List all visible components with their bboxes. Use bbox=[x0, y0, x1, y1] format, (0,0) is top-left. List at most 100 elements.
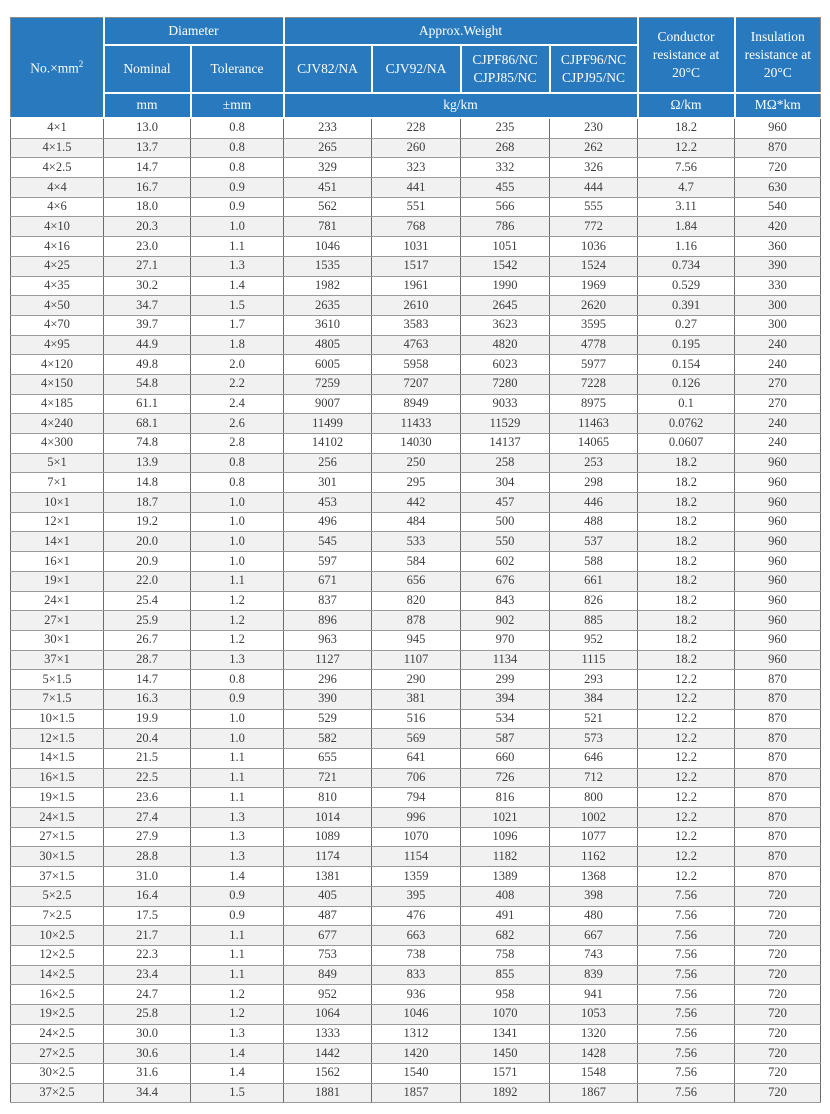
table-cell: 3.11 bbox=[637, 196, 736, 218]
table-cell: 30.6 bbox=[103, 1043, 191, 1064]
table-cell: 516 bbox=[371, 708, 462, 730]
table-cell: 839 bbox=[549, 964, 639, 986]
table-cell: 720 bbox=[734, 905, 822, 927]
table-cell: 4×25 bbox=[10, 255, 104, 277]
table-cell: 500 bbox=[460, 511, 551, 533]
table-cell: 656 bbox=[371, 570, 462, 592]
table-cell: 960 bbox=[734, 610, 822, 631]
header-cjpf96: CJPF96/NC CJPJ95/NC bbox=[548, 44, 639, 94]
cable-spec-table: No.×mm2 Diameter Approx.Weight Conductor… bbox=[10, 17, 822, 1104]
table-cell: 2.2 bbox=[189, 373, 285, 395]
table-cell: 6023 bbox=[460, 354, 551, 375]
table-cell: 1089 bbox=[283, 826, 373, 848]
table-cell: 384 bbox=[549, 688, 639, 710]
table-cell: 27.1 bbox=[103, 255, 191, 277]
table-cell: 1524 bbox=[549, 255, 639, 277]
table-cell: 1.7 bbox=[189, 314, 285, 336]
table-cell: 44.9 bbox=[103, 334, 191, 356]
table-cell: 533 bbox=[371, 531, 462, 553]
table-cell: 896 bbox=[283, 610, 373, 631]
table-row: 7×1 14.8 0.8 301 295 304 298 18.2 960 bbox=[10, 472, 822, 494]
table-cell: 1867 bbox=[549, 1082, 639, 1104]
table-row: 19×1.5 23.6 1.1 810 794 816 800 12.2 870 bbox=[10, 787, 822, 809]
table-cell: 960 bbox=[734, 629, 822, 651]
table-cell: 2.8 bbox=[189, 433, 285, 454]
table-cell: 960 bbox=[734, 590, 822, 612]
table-cell: 4×2.5 bbox=[10, 157, 104, 179]
table-cell: 960 bbox=[734, 551, 822, 572]
table-row: 14×2.5 23.4 1.1 849 833 855 839 7.56 720 bbox=[10, 964, 822, 986]
table-cell: 39.7 bbox=[103, 314, 191, 336]
table-cell: 1.4 bbox=[189, 275, 285, 297]
table-cell: 1450 bbox=[460, 1043, 551, 1064]
table-cell: 1.4 bbox=[189, 1043, 285, 1064]
table-row: 16×1.5 22.5 1.1 721 706 726 712 12.2 870 bbox=[10, 767, 822, 789]
table-cell: 0.391 bbox=[637, 295, 736, 316]
table-cell: 4×240 bbox=[10, 413, 104, 434]
table-row: 37×1.5 31.0 1.4 1381 1359 1389 1368 12.2 870 bbox=[10, 866, 822, 887]
table-cell: 781 bbox=[283, 216, 373, 238]
table-cell: 587 bbox=[460, 728, 551, 749]
table-cell: 1107 bbox=[371, 649, 462, 671]
table-cell: 290 bbox=[371, 669, 462, 690]
table-cell: 1892 bbox=[460, 1082, 551, 1104]
table-cell: 25.4 bbox=[103, 590, 191, 612]
table-cell: 1.1 bbox=[189, 787, 285, 809]
table-cell: 1.2 bbox=[189, 610, 285, 631]
table-cell: 491 bbox=[460, 905, 551, 927]
table-cell: 27.4 bbox=[103, 807, 191, 828]
table-cell: 12.2 bbox=[637, 137, 736, 159]
table-cell: 20.3 bbox=[103, 216, 191, 238]
table-cell: 12.2 bbox=[637, 767, 736, 789]
table-cell: 37×1.5 bbox=[10, 866, 104, 887]
table-cell: 12×1.5 bbox=[10, 728, 104, 749]
table-row: 4×70 39.7 1.7 3610 3583 3623 3595 0.27 300 bbox=[10, 314, 822, 336]
table-cell: 12.2 bbox=[637, 787, 736, 809]
table-cell: 663 bbox=[371, 925, 462, 946]
table-cell: 602 bbox=[460, 551, 551, 572]
table-cell: 1.0 bbox=[189, 216, 285, 238]
table-cell: 253 bbox=[549, 452, 639, 474]
unit-insulation: MΩ*km bbox=[733, 92, 822, 119]
table-cell: 16×2.5 bbox=[10, 984, 104, 1005]
table-cell: 22.0 bbox=[103, 570, 191, 592]
table-cell: 816 bbox=[460, 787, 551, 809]
table-cell: 1857 bbox=[371, 1082, 462, 1104]
table-cell: 12×2.5 bbox=[10, 944, 104, 966]
table-cell: 2610 bbox=[371, 295, 462, 316]
table-cell: 1070 bbox=[371, 826, 462, 848]
table-cell: 332 bbox=[460, 157, 551, 179]
table-row: 4×2.5 14.7 0.8 329 323 332 326 7.56 720 bbox=[10, 157, 822, 179]
table-cell: 14×2.5 bbox=[10, 964, 104, 986]
table-cell: 18.2 bbox=[637, 531, 736, 553]
table-cell: 25.8 bbox=[103, 1003, 191, 1025]
table-cell: 10×1.5 bbox=[10, 708, 104, 730]
table-cell: 4×4 bbox=[10, 177, 104, 198]
unit-tolerance-mm: ±mm bbox=[189, 92, 285, 119]
table-cell: 1.16 bbox=[637, 236, 736, 257]
table-cell: 870 bbox=[734, 846, 822, 868]
table-cell: 235 bbox=[460, 117, 551, 139]
table-cell: 18.2 bbox=[637, 452, 736, 474]
table-cell: 360 bbox=[734, 236, 822, 257]
table-cell: 5×1 bbox=[10, 452, 104, 474]
table-cell: 963 bbox=[283, 629, 373, 651]
table-cell: 960 bbox=[734, 570, 822, 592]
table-cell: 7.56 bbox=[637, 944, 736, 966]
table-cell: 720 bbox=[734, 1082, 822, 1104]
table-cell: 870 bbox=[734, 669, 822, 690]
table-cell: 843 bbox=[460, 590, 551, 612]
table-row: 10×1 18.7 1.0 453 442 457 446 18.2 960 bbox=[10, 492, 822, 513]
table-cell: 14×1.5 bbox=[10, 748, 104, 769]
table-cell: 1420 bbox=[371, 1043, 462, 1064]
table-cell: 720 bbox=[734, 964, 822, 986]
table-cell: 1.2 bbox=[189, 629, 285, 651]
table-cell: 27×1.5 bbox=[10, 826, 104, 848]
table-cell: 5×1.5 bbox=[10, 669, 104, 690]
table-cell: 61.1 bbox=[103, 393, 191, 415]
table-cell: 960 bbox=[734, 649, 822, 671]
table-cell: 0.9 bbox=[189, 688, 285, 710]
table-cell: 588 bbox=[549, 551, 639, 572]
table-cell: 7.56 bbox=[637, 1023, 736, 1045]
table-cell: 902 bbox=[460, 610, 551, 631]
